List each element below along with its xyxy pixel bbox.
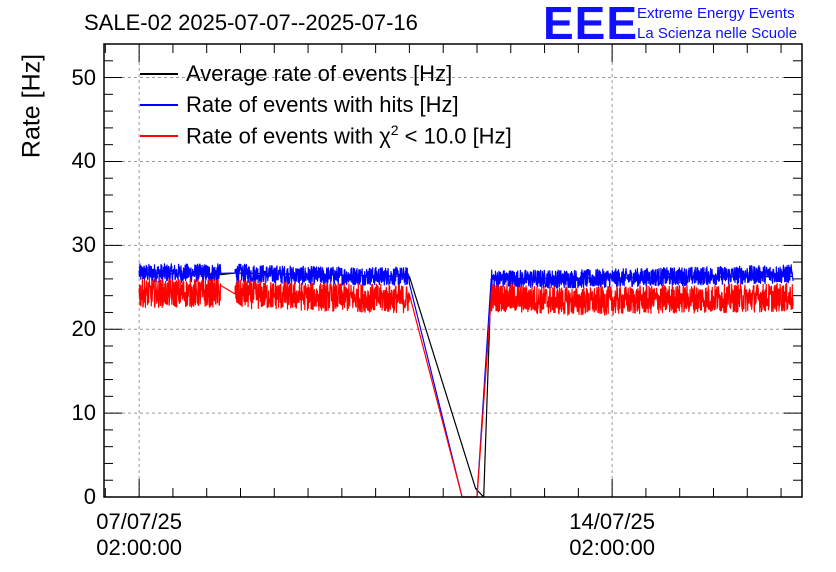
- legend-label-hits: Rate of events with hits [Hz]: [186, 91, 459, 117]
- x-tick-date: 14/07/25: [569, 509, 655, 534]
- x-tick-date: 07/07/25: [96, 509, 182, 534]
- chart-title: SALE-02 2025-07-07--2025-07-16: [84, 10, 418, 35]
- eee-logo: EEE: [543, 0, 639, 49]
- legend-swatch-average: [140, 72, 178, 75]
- legend-swatch-chi2: [140, 134, 178, 137]
- y-tick-label: 40: [71, 148, 96, 174]
- y-tick-label: 10: [71, 400, 96, 426]
- y-tick-label: 20: [71, 316, 96, 342]
- legend-swatch-hits: [140, 103, 178, 106]
- plot-frame: [103, 43, 803, 498]
- legend: Average rate of events [Hz] Rate of even…: [140, 58, 512, 151]
- x-tick-time: 02:00:00: [569, 535, 655, 560]
- x-tick-time: 02:00:00: [96, 535, 182, 560]
- brand-line-1: Extreme Energy Events: [637, 5, 795, 22]
- y-tick-label: 50: [71, 64, 96, 90]
- legend-entry-chi2: Rate of events with χ2 < 10.0 [Hz]: [140, 120, 512, 151]
- x-tick-label: 14/07/25 02:00:00: [569, 509, 655, 561]
- y-tick-label: 30: [71, 232, 96, 258]
- legend-entry-hits: Rate of events with hits [Hz]: [140, 89, 512, 120]
- series-line-chi2: [138, 278, 794, 498]
- brand-text: Extreme Energy Events La Scienza nelle S…: [637, 4, 797, 44]
- y-tick-label: 0: [83, 484, 96, 509]
- x-tick-label: 07/07/25 02:00:00: [96, 509, 182, 561]
- brand-line-2: La Scienza nelle Scuole: [637, 25, 798, 42]
- legend-entry-average: Average rate of events [Hz]: [140, 58, 512, 89]
- legend-label-average: Average rate of events [Hz]: [186, 60, 453, 86]
- legend-label-chi2: Rate of events with χ2 < 10.0 [Hz]: [186, 121, 512, 149]
- series-line-hits: [138, 263, 794, 498]
